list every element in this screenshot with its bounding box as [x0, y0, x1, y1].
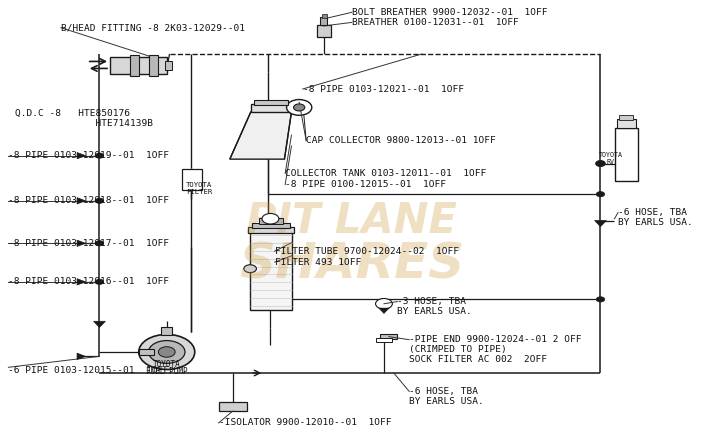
Text: TOYOTA: TOYOTA	[599, 152, 623, 158]
Bar	[248, 227, 294, 233]
Text: PIT LANE: PIT LANE	[246, 199, 457, 242]
Circle shape	[293, 104, 305, 111]
Bar	[110, 57, 167, 74]
Text: FILTER 493 1OFF: FILTER 493 1OFF	[275, 258, 361, 267]
Text: -8 PIPE 0103-12021--01  1OFF: -8 PIPE 0103-12021--01 1OFF	[303, 85, 464, 93]
Bar	[617, 119, 636, 128]
Bar	[317, 25, 330, 37]
Text: FILTER TUBE 9700-12024--02  1OFF: FILTER TUBE 9700-12024--02 1OFF	[275, 247, 459, 256]
Text: FUEL PUMP: FUEL PUMP	[146, 367, 187, 376]
Bar	[252, 223, 290, 228]
Bar	[323, 14, 327, 18]
Polygon shape	[230, 112, 291, 159]
Text: -3 HOSE, TBA: -3 HOSE, TBA	[397, 297, 466, 306]
Circle shape	[158, 347, 175, 357]
Circle shape	[95, 279, 104, 284]
Text: -8 PIPE 0103-12019--01  1OFF: -8 PIPE 0103-12019--01 1OFF	[9, 151, 169, 160]
Polygon shape	[77, 353, 85, 359]
Text: HTE714139B: HTE714139B	[16, 119, 153, 128]
Text: SHARES: SHARES	[239, 240, 464, 288]
Text: -8 PIPE 0100-12015--01  1OFF: -8 PIPE 0100-12015--01 1OFF	[286, 180, 446, 189]
Text: BREATHER 0100-12031--01  1OFF: BREATHER 0100-12031--01 1OFF	[352, 18, 518, 27]
Bar	[250, 232, 292, 310]
Bar	[219, 402, 246, 411]
Text: BY EARLS USA.: BY EARLS USA.	[397, 307, 472, 316]
Text: -8 PIPE 0103-12018--01  1OFF: -8 PIPE 0103-12018--01 1OFF	[9, 196, 169, 205]
Circle shape	[149, 340, 185, 363]
Bar	[254, 100, 288, 105]
Circle shape	[596, 161, 604, 166]
Circle shape	[596, 191, 604, 197]
Bar	[149, 55, 158, 76]
Bar	[379, 333, 397, 339]
Polygon shape	[77, 240, 85, 247]
Polygon shape	[77, 279, 85, 285]
Circle shape	[286, 100, 312, 116]
Text: COLLECTOR TANK 0103-12011--01  1OFF: COLLECTOR TANK 0103-12011--01 1OFF	[286, 168, 486, 178]
Text: Q.D.C -8   HTE850176: Q.D.C -8 HTE850176	[16, 108, 130, 118]
Bar	[375, 338, 392, 342]
Polygon shape	[77, 198, 85, 204]
Text: BOLT BREATHER 9900-12032--01  1OFF: BOLT BREATHER 9900-12032--01 1OFF	[352, 8, 548, 17]
Text: -PIPE END 9900-12024--01 2 OFF: -PIPE END 9900-12024--01 2 OFF	[409, 335, 582, 344]
Circle shape	[595, 161, 605, 167]
Text: TOYOTA: TOYOTA	[153, 360, 181, 369]
Bar	[161, 327, 172, 335]
Text: (CRIMPED TO PIPE): (CRIMPED TO PIPE)	[409, 345, 507, 354]
Bar	[251, 104, 291, 112]
Polygon shape	[93, 321, 105, 327]
Circle shape	[596, 297, 604, 302]
Circle shape	[244, 265, 256, 273]
Text: CAP COLLECTOR 9800-12013--01 1OFF: CAP COLLECTOR 9800-12013--01 1OFF	[306, 136, 496, 145]
Bar	[619, 116, 634, 120]
Text: FILTER: FILTER	[186, 189, 212, 195]
Bar	[165, 60, 172, 70]
Text: -6 PIPE 0103-12015--01  1OFF: -6 PIPE 0103-12015--01 1OFF	[9, 366, 169, 375]
Bar	[130, 55, 140, 76]
Text: BY EARLS USA.: BY EARLS USA.	[618, 218, 693, 227]
Circle shape	[95, 153, 104, 158]
Polygon shape	[379, 308, 389, 314]
Text: -8 PIPE 0103-12016--01  1OFF: -8 PIPE 0103-12016--01 1OFF	[9, 277, 169, 286]
Text: SOCK FILTER AC 002  2OFF: SOCK FILTER AC 002 2OFF	[409, 355, 548, 364]
Bar	[182, 169, 201, 190]
Text: B/HEAD FITTING -8 2K03-12029--01: B/HEAD FITTING -8 2K03-12029--01	[61, 23, 245, 32]
Circle shape	[262, 213, 279, 224]
Text: BY EARLS USA.: BY EARLS USA.	[409, 396, 484, 406]
Text: -6 HOSE, TBA: -6 HOSE, TBA	[618, 208, 687, 217]
Circle shape	[139, 334, 195, 370]
Circle shape	[375, 299, 392, 309]
Circle shape	[95, 198, 104, 203]
Circle shape	[95, 241, 104, 246]
Text: -6 HOSE, TBA: -6 HOSE, TBA	[409, 387, 478, 396]
Bar	[615, 128, 638, 181]
Polygon shape	[595, 220, 607, 227]
Bar	[259, 218, 283, 224]
Polygon shape	[77, 153, 85, 159]
Text: TOYOTA: TOYOTA	[186, 182, 212, 187]
Text: -8 PIPE 0103-12017--01  1OFF: -8 PIPE 0103-12017--01 1OFF	[9, 239, 169, 248]
Text: RV: RV	[607, 159, 615, 165]
Bar	[320, 17, 328, 25]
Text: -ISOLATOR 9900-12010--01  1OFF: -ISOLATOR 9900-12010--01 1OFF	[219, 419, 391, 427]
Bar	[139, 349, 154, 355]
